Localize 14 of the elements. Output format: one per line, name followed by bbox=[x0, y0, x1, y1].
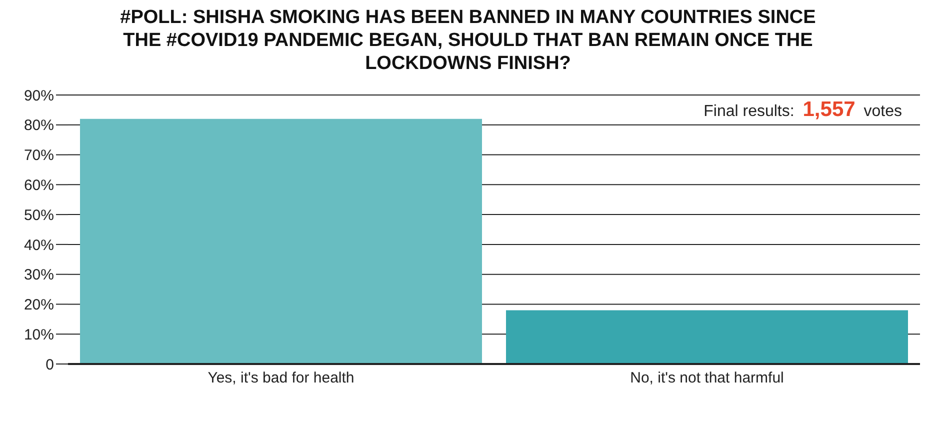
y-tick-label: 10% bbox=[24, 326, 54, 344]
y-tick-label: 0 bbox=[46, 356, 54, 374]
y-tick-label: 30% bbox=[24, 266, 54, 284]
x-tick-label: No, it's not that harmful bbox=[630, 370, 784, 387]
y-tick-label: 40% bbox=[24, 236, 54, 254]
annotation: Final results: 1,557 votes bbox=[704, 98, 902, 121]
x-tick-label: Yes, it's bad for health bbox=[208, 370, 354, 387]
y-tick-label: 70% bbox=[24, 147, 54, 164]
y-tick-label: 20% bbox=[24, 296, 54, 314]
y-tick-label: 60% bbox=[24, 176, 54, 194]
y-tick-label: 80% bbox=[24, 117, 54, 134]
y-tick-label: 90% bbox=[24, 87, 54, 104]
chart-title: #POLL: SHISHA SMOKING HAS BEEN BANNED IN MANY COUNTRIES SINCE THE #COVID19 PANDEMIC BEGAN, SHOULD THAT BAN REMAIN ONCE THE LOCKDOWNS FINISH? bbox=[119, 6, 817, 75]
y-tick-label: 50% bbox=[24, 206, 54, 224]
